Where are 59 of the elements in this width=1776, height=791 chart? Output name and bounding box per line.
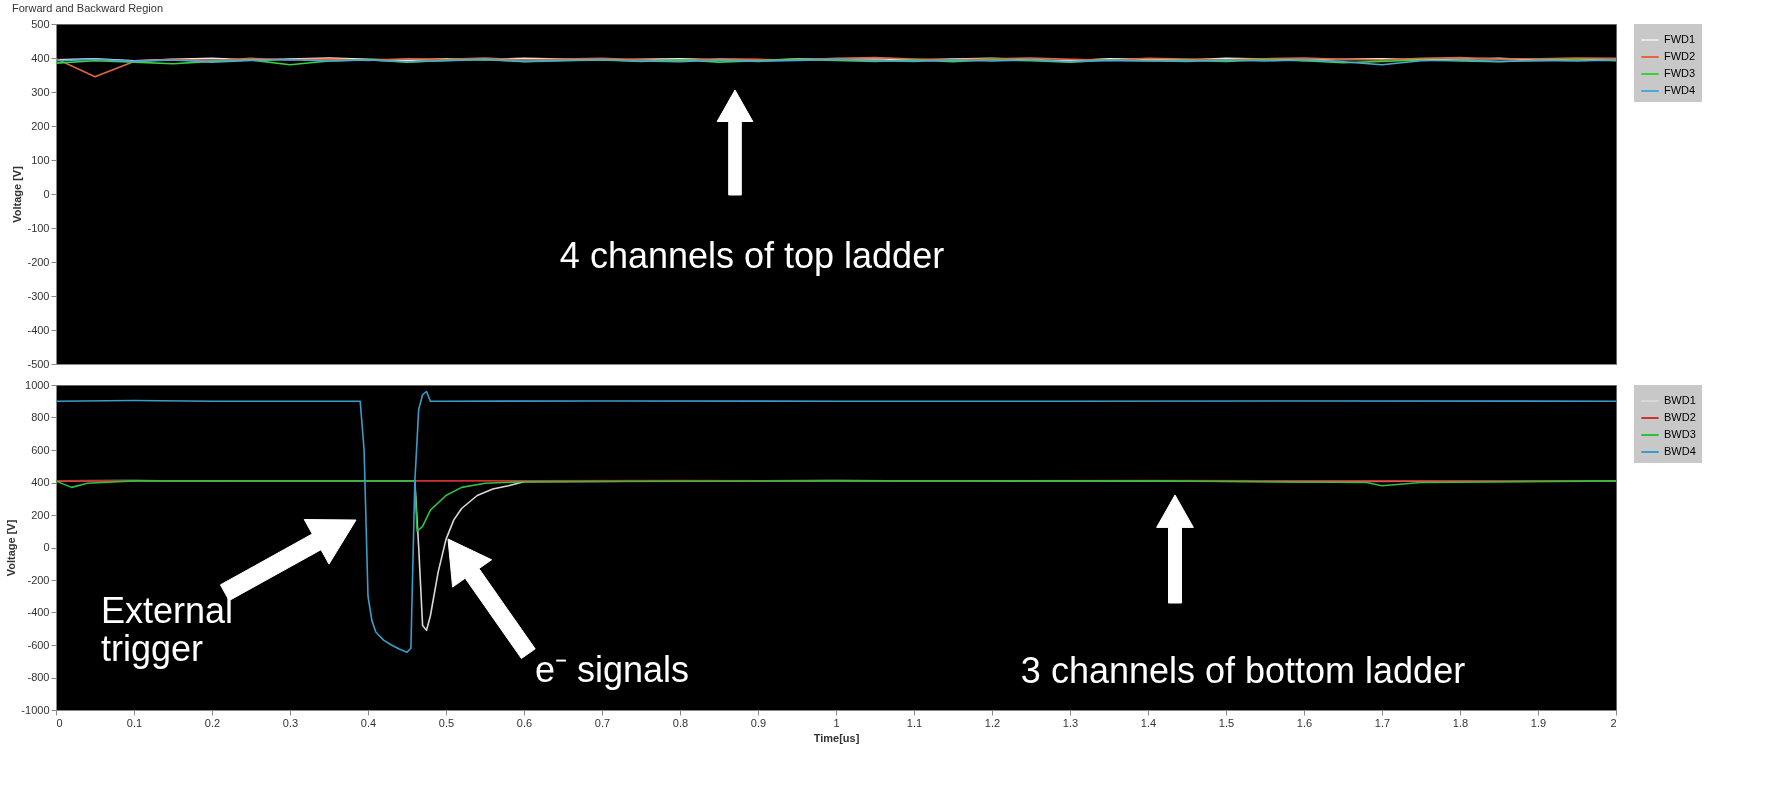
legend-label: BWD1 bbox=[1664, 394, 1696, 406]
legend-label: BWD3 bbox=[1664, 428, 1696, 440]
y-tick-label: -800 bbox=[27, 671, 50, 683]
x-tick-label: 0.2 bbox=[204, 716, 221, 729]
legend-label: FWD3 bbox=[1664, 67, 1696, 79]
y-axis-title: Voltage [V] bbox=[5, 519, 18, 577]
legend-label: BWD2 bbox=[1664, 411, 1696, 423]
y-tick-label: 100 bbox=[31, 153, 50, 166]
legend-label: FWD4 bbox=[1664, 84, 1696, 96]
x-tick-label: 0.5 bbox=[438, 716, 455, 729]
y-tick-label: -300 bbox=[27, 289, 50, 302]
y-tick-label: 1000 bbox=[25, 378, 50, 391]
y-tick-label: 0 bbox=[43, 187, 50, 200]
x-tick-label: 1.6 bbox=[1296, 716, 1313, 729]
x-tick-label: 1.2 bbox=[984, 716, 1001, 729]
x-tick-label: 0.8 bbox=[672, 716, 689, 729]
x-tick-label: 0.7 bbox=[594, 716, 611, 729]
y-tick-label: 600 bbox=[31, 443, 50, 456]
y-tick-label: 300 bbox=[31, 85, 50, 98]
y-tick-label: 400 bbox=[31, 476, 50, 488]
x-tick-label: 0 bbox=[56, 716, 63, 729]
y-tick-label: -600 bbox=[27, 638, 50, 651]
x-tick-label: 1.4 bbox=[1140, 716, 1157, 729]
y-tick-label: -1000 bbox=[21, 703, 50, 716]
x-tick-label: 0.1 bbox=[126, 716, 143, 729]
x-tick-label: 1.7 bbox=[1374, 716, 1391, 729]
chart-title: Forward and Backward Region bbox=[11, 2, 164, 14]
y-tick-label: 800 bbox=[31, 411, 50, 423]
x-tick-label: 1.1 bbox=[906, 716, 923, 729]
y-tick-label: -200 bbox=[27, 255, 50, 268]
x-tick-label: 1.5 bbox=[1218, 716, 1235, 729]
y-tick-label: -100 bbox=[27, 221, 50, 234]
legend-label: BWD4 bbox=[1664, 445, 1696, 457]
y-tick-label: 0 bbox=[43, 541, 50, 553]
y-tick-label: 200 bbox=[31, 119, 50, 132]
annotation: 3 channels of bottom ladder bbox=[1020, 650, 1466, 691]
x-tick-label: 0.9 bbox=[750, 716, 767, 729]
x-tick-label: 0.3 bbox=[282, 716, 299, 729]
y-tick-label: 500 bbox=[31, 17, 50, 30]
y-tick-label: -200 bbox=[27, 573, 50, 586]
y-tick-label: -400 bbox=[27, 606, 50, 618]
x-tick-label: 0.6 bbox=[516, 716, 533, 729]
x-axis-title: Time[us] bbox=[813, 731, 860, 744]
y-tick-label: 200 bbox=[31, 508, 50, 521]
x-tick-label: 1.9 bbox=[1530, 716, 1547, 729]
x-tick-label: 0.4 bbox=[360, 716, 377, 729]
y-axis-title: Voltage [V] bbox=[11, 165, 24, 223]
x-tick-label: 2 bbox=[1610, 716, 1617, 729]
x-tick-label: 1.3 bbox=[1062, 716, 1079, 729]
y-tick-label: -500 bbox=[27, 357, 50, 370]
y-tick-label: -400 bbox=[27, 323, 50, 336]
annotation: External trigger bbox=[101, 590, 234, 669]
annotation: e⁻ signals bbox=[535, 649, 690, 690]
x-tick-label: 1 bbox=[833, 716, 840, 729]
legend-label: FWD1 bbox=[1664, 33, 1696, 45]
annotation: 4 channels of top ladder bbox=[559, 235, 945, 276]
legend-label: FWD2 bbox=[1664, 50, 1696, 62]
x-tick-label: 1.8 bbox=[1452, 716, 1469, 729]
y-tick-label: 400 bbox=[31, 51, 50, 64]
